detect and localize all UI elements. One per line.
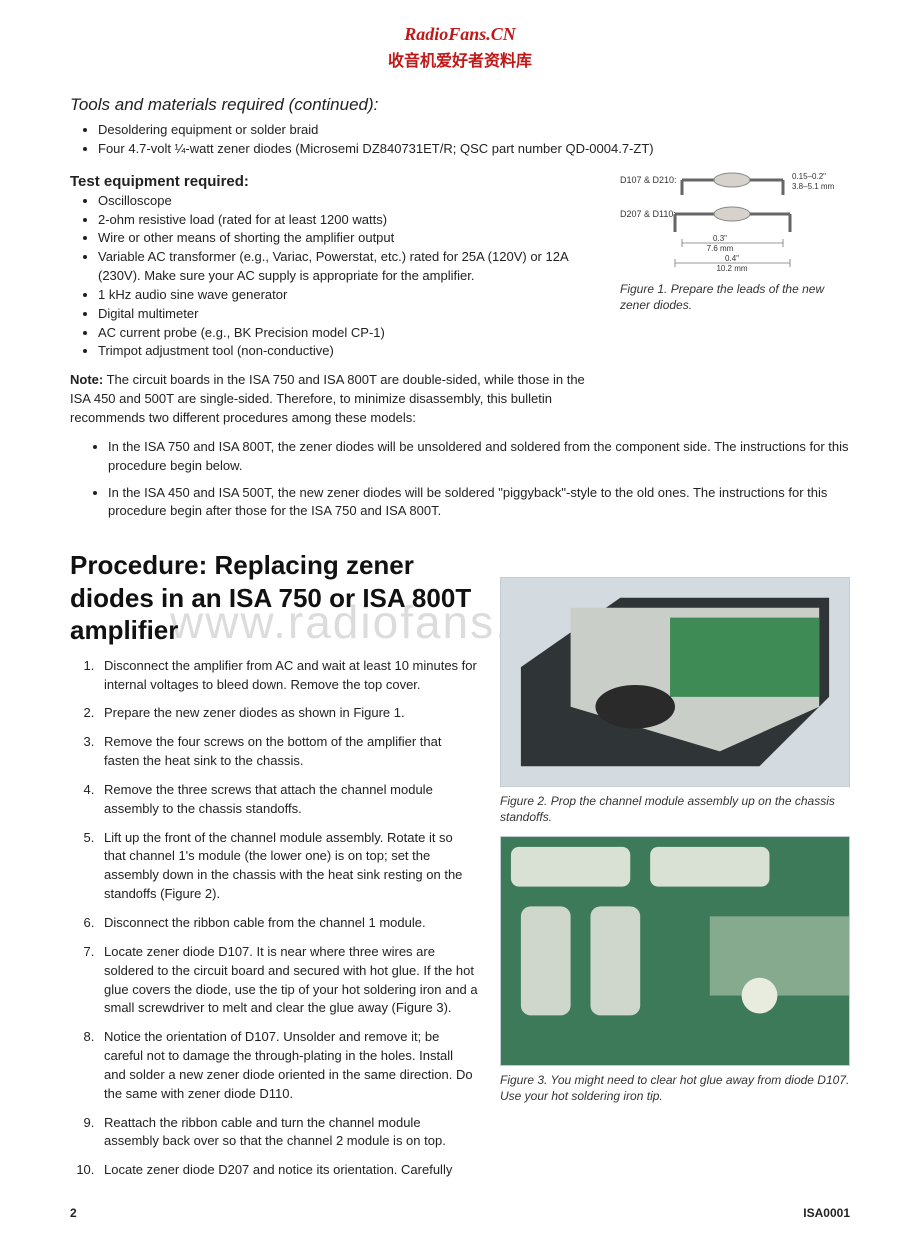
svg-text:0.4": 0.4" [725,254,739,263]
page-footer: 2 ISA0001 [70,1206,850,1220]
step-item: Reattach the ribbon cable and turn the c… [98,1114,478,1152]
list-item: Digital multimeter [98,305,600,324]
page-number: 2 [70,1206,77,1220]
list-item: Wire or other means of shorting the ampl… [98,229,600,248]
list-item: AC current probe (e.g., BK Precision mod… [98,324,600,343]
note-block: Note: The circuit boards in the ISA 750 … [70,371,600,428]
note-text: The circuit boards in the ISA 750 and IS… [70,372,585,425]
tools-heading: Tools and materials required (continued)… [70,95,850,115]
list-item: Trimpot adjustment tool (non-conductive) [98,342,600,361]
svg-text:D207 & D110:: D207 & D110: [620,209,676,219]
figure-3-image [500,836,850,1066]
procedure-title: Procedure: Replacing zener diodes in an … [70,549,478,647]
figure-3-caption: Figure 3. You might need to clear hot gl… [500,1072,850,1104]
step-item: Lift up the front of the channel module … [98,829,478,904]
step-item: Disconnect the amplifier from AC and wai… [98,657,478,695]
svg-text:3.8–5.1 mm: 3.8–5.1 mm [792,182,835,191]
brand-line-1: RadioFans.CN [70,24,850,45]
step-item: Remove the three screws that attach the … [98,781,478,819]
note-label: Note: [70,372,103,387]
doc-id: ISA0001 [803,1206,850,1220]
step-item: Notice the orientation of D107. Unsolder… [98,1028,478,1103]
step-item: Disconnect the ribbon cable from the cha… [98,914,478,933]
test-equipment-heading: Test equipment required: [70,173,600,190]
step-item: Remove the four screws on the bottom of … [98,733,478,771]
figure-2-image [500,577,850,787]
list-item: Desoldering equipment or solder braid [98,121,850,140]
list-item: Variable AC transformer (e.g., Variac, P… [98,248,600,286]
figure-2-caption: Figure 2. Prop the channel module assemb… [500,793,850,825]
note-bullets: In the ISA 750 and ISA 800T, the zener d… [70,438,850,521]
list-item: 2-ohm resistive load (rated for at least… [98,211,600,230]
svg-text:10.2 mm: 10.2 mm [716,264,747,273]
brand-line-2: 收音机爱好者资料库 [70,47,850,71]
list-item: In the ISA 450 and ISA 500T, the new zen… [108,484,850,522]
procedure-steps: Disconnect the amplifier from AC and wai… [70,657,478,1180]
step-item: Locate zener diode D107. It is near wher… [98,943,478,1018]
svg-text:7.6 mm: 7.6 mm [707,244,734,253]
svg-text:0.15–0.2": 0.15–0.2" [792,172,826,181]
figure-1-diagram: D107 & D210: 0.15–0.2" 3.8–5.1 mm D207 &… [620,165,850,275]
test-equipment-list: Oscilloscope 2-ohm resistive load (rated… [70,192,600,362]
tools-list: Desoldering equipment or solder braid Fo… [70,121,850,159]
list-item: Four 4.7-volt ¼-watt zener diodes (Micro… [98,140,850,159]
page-brand-header: RadioFans.CN 收音机爱好者资料库 [70,24,850,71]
list-item: Oscilloscope [98,192,600,211]
list-item: 1 kHz audio sine wave generator [98,286,600,305]
step-item: Prepare the new zener diodes as shown in… [98,704,478,723]
figure-1-caption: Figure 1. Prepare the leads of the new z… [620,281,850,313]
step-item: Locate zener diode D207 and notice its o… [98,1161,478,1180]
list-item: In the ISA 750 and ISA 800T, the zener d… [108,438,850,476]
svg-text:0.3": 0.3" [713,234,727,243]
svg-text:D107 & D210:: D107 & D210: [620,175,677,185]
